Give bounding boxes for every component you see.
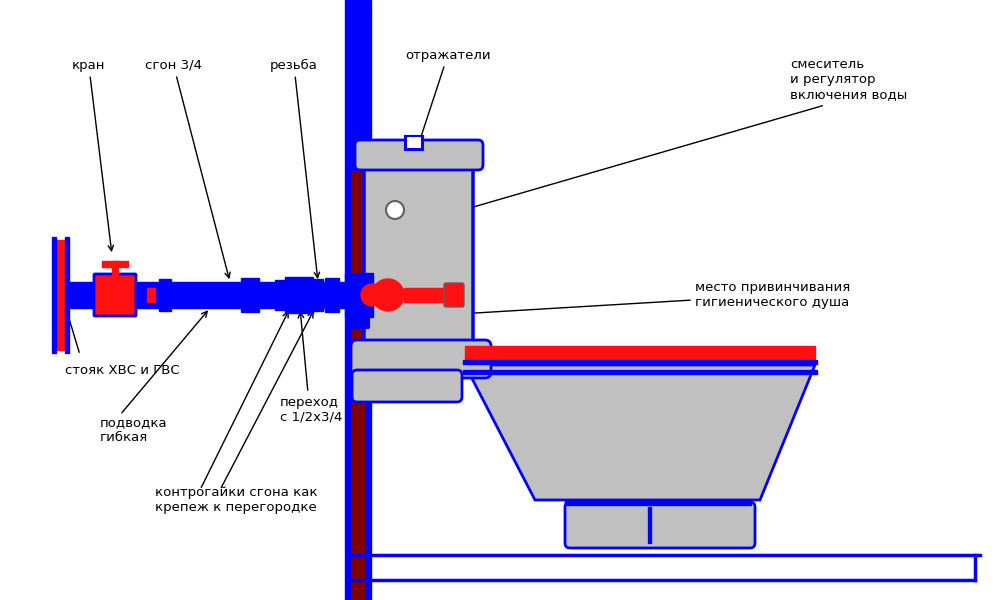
Bar (159, 279, 171, 311)
FancyBboxPatch shape (351, 340, 491, 378)
Text: отражатели: отражатели (405, 49, 491, 151)
Text: подводка
гибкая: подводка гибкая (100, 416, 168, 444)
Bar (345, 0, 350, 600)
FancyBboxPatch shape (94, 274, 136, 316)
Bar (65, 237, 69, 353)
Bar (405, 136, 423, 150)
Bar (147, 288, 155, 302)
Bar (55, 240, 65, 350)
Bar (404, 288, 449, 302)
Polygon shape (465, 365, 815, 500)
Bar (565, 500, 751, 505)
Bar (102, 261, 128, 267)
Bar (406, 136, 422, 149)
Circle shape (361, 284, 383, 306)
Bar (241, 278, 259, 312)
Text: кран: кран (72, 58, 113, 251)
Text: смеситель
и регулятор
включения воды: смеситель и регулятор включения воды (790, 58, 907, 101)
Text: переход
с 1/2х3/4: переход с 1/2х3/4 (280, 396, 342, 424)
Bar (463, 360, 817, 364)
FancyBboxPatch shape (349, 312, 369, 328)
Bar (52, 237, 56, 353)
Circle shape (372, 279, 404, 311)
FancyBboxPatch shape (364, 149, 473, 351)
Bar (285, 277, 313, 313)
Bar (275, 280, 285, 310)
Bar (465, 346, 815, 362)
Bar (352, 0, 368, 170)
Text: контрогайки сгона как
крепеж к перегородке: контрогайки сгона как крепеж к перегород… (155, 486, 318, 514)
Bar (407, 136, 421, 148)
Bar (112, 261, 118, 275)
FancyBboxPatch shape (444, 283, 464, 307)
Bar (299, 279, 311, 311)
Bar (325, 278, 339, 312)
Bar (135, 285, 147, 305)
Bar (345, 273, 373, 317)
Text: место привинчивания
гигиенического душа: место привинчивания гигиенического душа (695, 281, 850, 309)
Bar (55, 282, 349, 308)
FancyBboxPatch shape (565, 502, 755, 548)
Bar (366, 0, 371, 600)
Text: сгон 3/4: сгон 3/4 (145, 58, 230, 278)
FancyBboxPatch shape (355, 140, 483, 170)
Circle shape (386, 201, 404, 219)
Text: резьба: резьба (270, 58, 320, 278)
FancyBboxPatch shape (352, 370, 462, 402)
Bar (349, 0, 368, 600)
Text: стояк ХВС и ГВС: стояк ХВС и ГВС (65, 364, 180, 377)
Bar (311, 279, 323, 311)
Bar (463, 370, 817, 374)
Bar (648, 507, 651, 543)
